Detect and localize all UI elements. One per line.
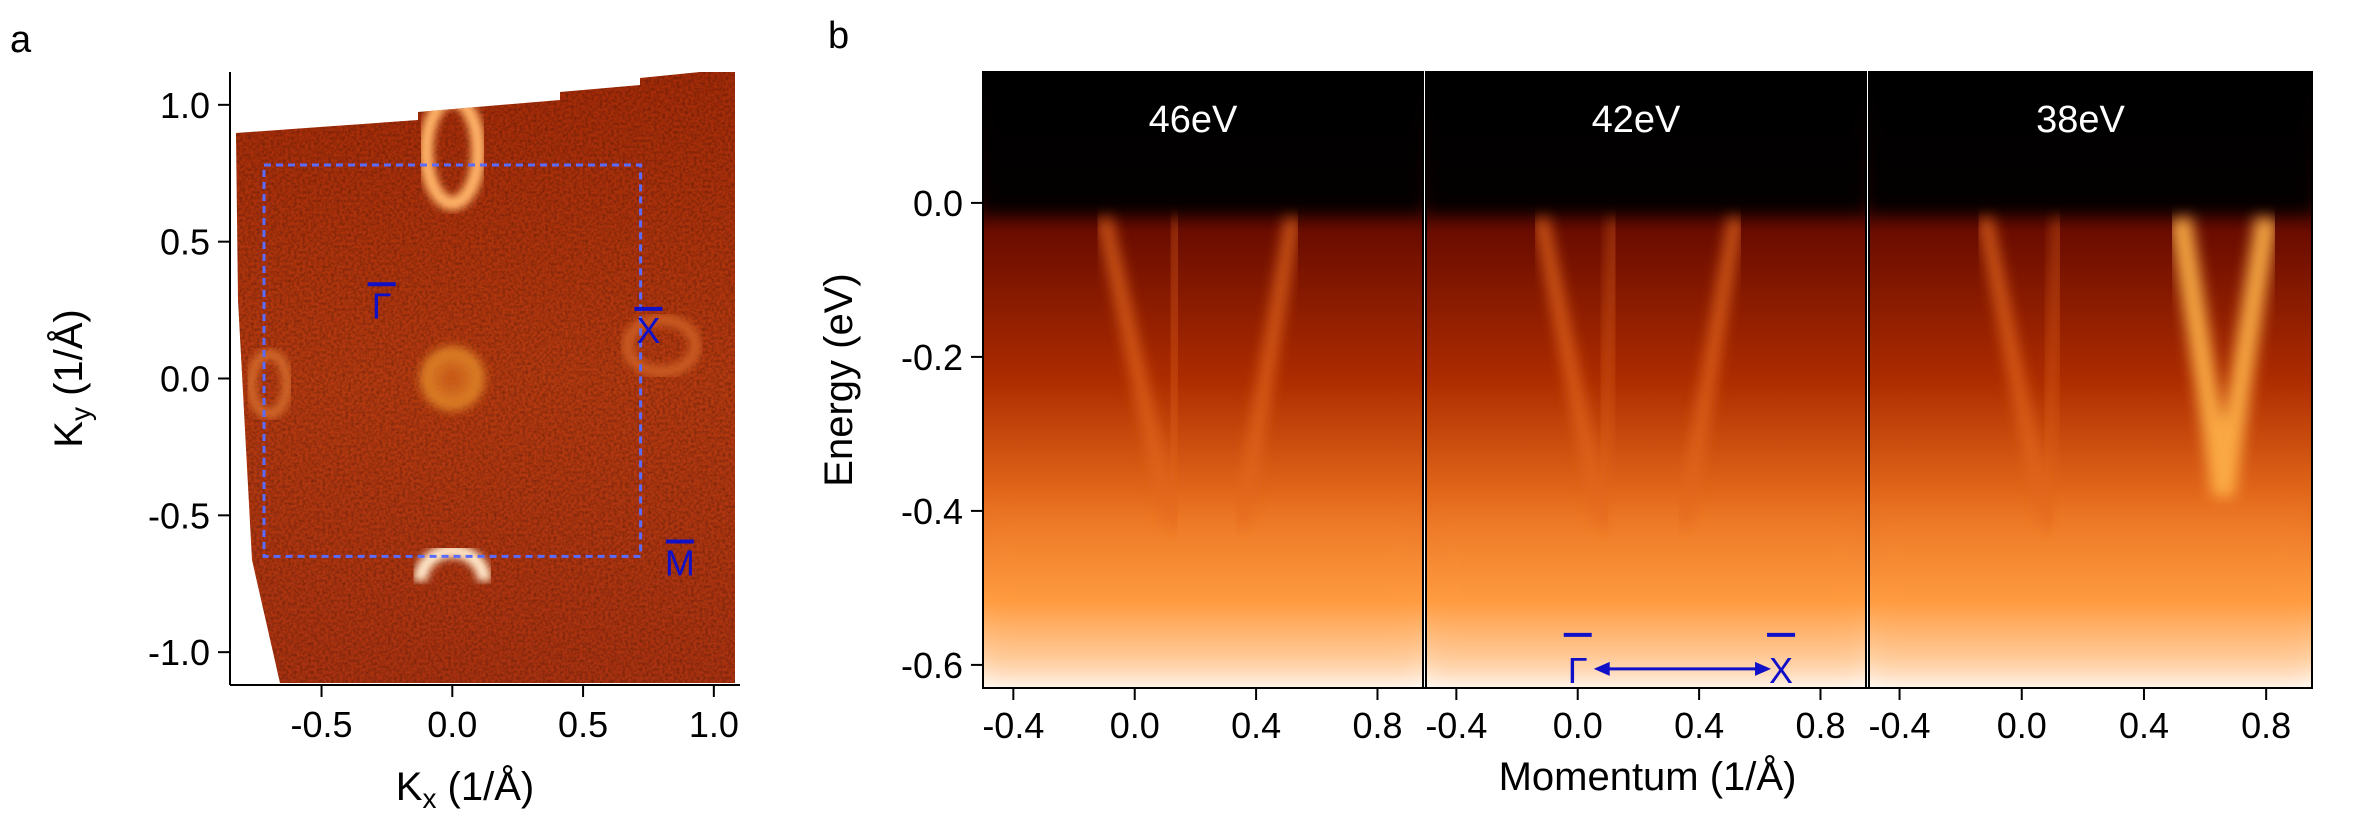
above-fermi-level bbox=[1869, 72, 2312, 213]
arpes-panel-1 bbox=[983, 72, 1423, 688]
momentum-tick-label: 0.4 bbox=[2119, 705, 2169, 746]
momentum-axis-label: Momentum (1/Å) bbox=[1499, 754, 1797, 799]
arrow-head-right bbox=[1755, 661, 1772, 676]
symmetry-text: X bbox=[636, 310, 660, 351]
panel-b-letter: b bbox=[828, 15, 849, 57]
arrow-head-left bbox=[1593, 661, 1610, 676]
momentum-tick-label: 0.0 bbox=[1997, 705, 2047, 746]
photon-energy-label: 38eV bbox=[2036, 99, 2125, 141]
pocket-right bbox=[621, 313, 702, 378]
momentum-tick-label: 0.0 bbox=[1553, 705, 1603, 746]
fs-y-tick-label: 0.0 bbox=[160, 359, 210, 400]
symmetry-label-x: X bbox=[634, 306, 663, 351]
arpes-panel-3 bbox=[1869, 72, 2312, 688]
above-fermi-level bbox=[1426, 72, 1866, 213]
pocket-left bbox=[246, 348, 293, 419]
fs-y-tick-label: -0.5 bbox=[148, 495, 210, 536]
band-branch bbox=[1534, 216, 1609, 528]
momentum-tick-label: 0.8 bbox=[1795, 705, 1845, 746]
band-branch bbox=[1677, 217, 1743, 528]
momentum-tick-label: 0.8 bbox=[2241, 705, 2291, 746]
arpes-panel-2 bbox=[1426, 72, 1866, 688]
photon-energy-label: 46eV bbox=[1149, 99, 1238, 141]
band-branch bbox=[2041, 218, 2064, 527]
symmetry-text: Γ bbox=[372, 285, 392, 326]
symmetry-label-γ: Γ bbox=[367, 282, 396, 326]
fs-x-tick-label: -0.5 bbox=[291, 704, 353, 745]
fs-y-axis-label: Ky (1/Å) bbox=[46, 309, 96, 447]
fs-x-tick-label: 0.0 bbox=[427, 704, 477, 745]
fs-x-tick-label: 0.5 bbox=[558, 704, 608, 745]
symmetry-text: M bbox=[665, 543, 695, 584]
gamma-label: Γ bbox=[1568, 650, 1588, 691]
fs-y-tick-label: 0.5 bbox=[160, 222, 210, 263]
valence-glow bbox=[1869, 510, 2312, 688]
band-v bbox=[2169, 216, 2278, 498]
pocket-bottom bbox=[413, 544, 492, 582]
momentum-tick-label: 0.4 bbox=[1674, 705, 1724, 746]
momentum-tick-label: 0.4 bbox=[1231, 705, 1281, 746]
valence-glow bbox=[983, 510, 1423, 688]
energy-tick-label: -0.6 bbox=[901, 645, 963, 686]
fs-x-tick-label: 1.0 bbox=[689, 704, 739, 745]
fermi-surface-image bbox=[236, 72, 735, 683]
momentum-tick-label: -0.4 bbox=[1869, 705, 1931, 746]
band-branch bbox=[1597, 218, 1620, 527]
band-branch bbox=[1166, 218, 1183, 527]
fermi-surface-panel: -0.5 0.0 0.5 1.0 1.0 0.5 0.0 -0.5 -1.0 Γ X M Kx (… bbox=[46, 72, 740, 814]
valence-glow bbox=[1426, 510, 1866, 688]
energy-tick-label: -0.2 bbox=[901, 337, 963, 378]
band-branch bbox=[1097, 216, 1178, 528]
momentum-tick-label: 0.8 bbox=[1352, 705, 1402, 746]
band-branch bbox=[1978, 216, 2054, 528]
photon-energy-label: 42eV bbox=[1592, 99, 1681, 141]
energy-axis-label: Energy (eV) bbox=[817, 273, 861, 486]
band-branch bbox=[1234, 217, 1300, 528]
momentum-tick-label: 0.0 bbox=[1110, 705, 1160, 746]
energy-tick-label: -0.4 bbox=[901, 491, 963, 532]
momentum-tick-label: -0.4 bbox=[982, 705, 1044, 746]
energy-tick-label: 0.0 bbox=[913, 183, 963, 224]
symmetry-label-m: M bbox=[665, 539, 695, 584]
pocket-center bbox=[414, 340, 491, 417]
above-fermi-level bbox=[983, 72, 1423, 213]
momentum-tick-label: -0.4 bbox=[1425, 705, 1487, 746]
x-label: X bbox=[1769, 650, 1793, 691]
arpes-cuts-panel: 46eV 42eV 38eV 0.0 -0.2 -0.4 -0.6 -0.4 0.0 0.4 0… bbox=[817, 71, 2313, 799]
fs-y-tick-label: -1.0 bbox=[148, 632, 210, 673]
fs-x-axis-label: Kx (1/Å) bbox=[396, 764, 534, 814]
fs-y-tick-label: 1.0 bbox=[160, 85, 210, 126]
panel-a-letter: a bbox=[10, 19, 32, 61]
